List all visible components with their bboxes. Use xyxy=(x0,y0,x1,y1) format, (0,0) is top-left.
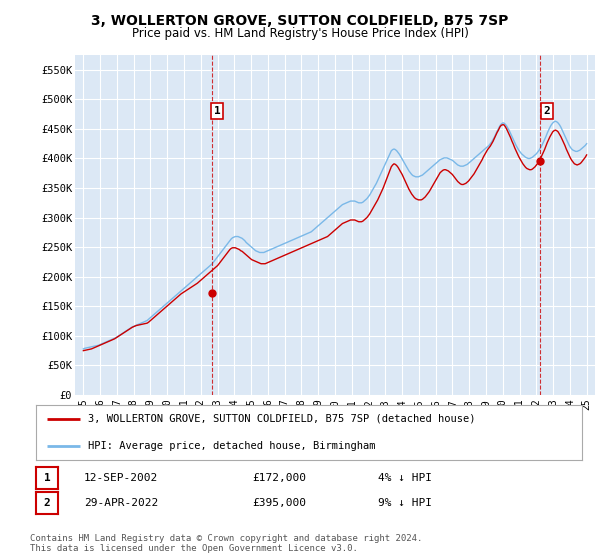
Text: Contains HM Land Registry data © Crown copyright and database right 2024.
This d: Contains HM Land Registry data © Crown c… xyxy=(30,534,422,553)
Text: 2: 2 xyxy=(544,106,551,116)
Text: £172,000: £172,000 xyxy=(252,473,306,483)
Text: 4% ↓ HPI: 4% ↓ HPI xyxy=(378,473,432,483)
Text: HPI: Average price, detached house, Birmingham: HPI: Average price, detached house, Birm… xyxy=(88,441,376,451)
Text: 1: 1 xyxy=(44,473,50,483)
Text: 9% ↓ HPI: 9% ↓ HPI xyxy=(378,498,432,508)
Text: 2: 2 xyxy=(44,498,50,508)
Text: 12-SEP-2002: 12-SEP-2002 xyxy=(84,473,158,483)
Text: £395,000: £395,000 xyxy=(252,498,306,508)
Text: Price paid vs. HM Land Registry's House Price Index (HPI): Price paid vs. HM Land Registry's House … xyxy=(131,27,469,40)
Text: 29-APR-2022: 29-APR-2022 xyxy=(84,498,158,508)
Text: 1: 1 xyxy=(214,106,220,116)
Text: 3, WOLLERTON GROVE, SUTTON COLDFIELD, B75 7SP: 3, WOLLERTON GROVE, SUTTON COLDFIELD, B7… xyxy=(91,14,509,28)
Text: 3, WOLLERTON GROVE, SUTTON COLDFIELD, B75 7SP (detached house): 3, WOLLERTON GROVE, SUTTON COLDFIELD, B7… xyxy=(88,414,475,424)
